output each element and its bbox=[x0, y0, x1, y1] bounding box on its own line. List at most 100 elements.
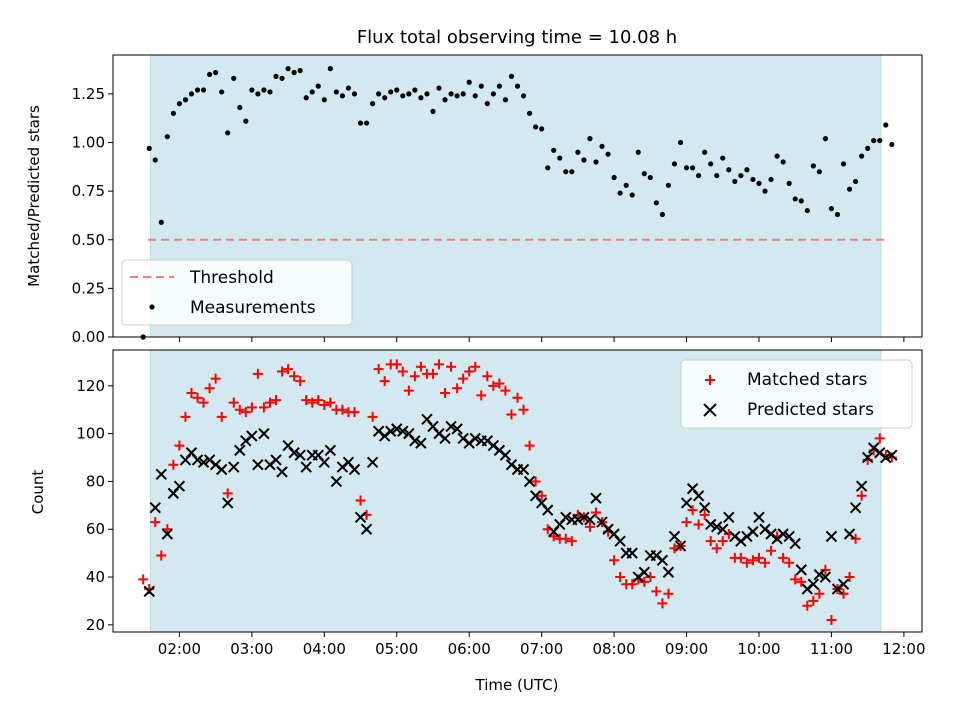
matched-star-point bbox=[222, 488, 233, 499]
measurement-point bbox=[321, 97, 327, 103]
measurement-point bbox=[357, 120, 364, 126]
predicted-star-point bbox=[143, 585, 155, 598]
matched-star-point bbox=[760, 557, 771, 568]
measurement-point bbox=[665, 182, 672, 188]
measurement-point bbox=[285, 66, 291, 72]
measurement-point bbox=[575, 149, 581, 155]
measurement-point bbox=[792, 196, 798, 202]
measurement-point bbox=[587, 136, 593, 142]
matched-star-point bbox=[705, 536, 716, 547]
measurement-point bbox=[786, 180, 792, 186]
matched-star-point bbox=[355, 495, 366, 506]
measurement-point bbox=[182, 97, 189, 103]
matched-star-point bbox=[826, 615, 837, 626]
measurement-point bbox=[309, 89, 315, 95]
matched-star-point bbox=[240, 407, 251, 418]
matched-star-point bbox=[488, 380, 499, 391]
measurement-point bbox=[345, 85, 352, 91]
measurement-point bbox=[762, 188, 768, 194]
matched-star-point bbox=[494, 378, 505, 389]
measurement-point bbox=[194, 87, 201, 93]
measurement-point bbox=[569, 169, 575, 175]
matched-star-point bbox=[204, 383, 215, 394]
measurement-point bbox=[726, 167, 732, 173]
matched-star-point bbox=[313, 395, 324, 406]
measurement-point bbox=[291, 69, 297, 76]
matched-star-point bbox=[150, 517, 161, 528]
matched-star-point bbox=[458, 373, 469, 384]
matched-star-point bbox=[711, 543, 722, 554]
measurement-point bbox=[798, 198, 804, 204]
matched-star-point bbox=[814, 588, 825, 599]
legend-predicted-swatch bbox=[703, 403, 717, 417]
matched-star-point bbox=[216, 411, 227, 422]
predicted-star-point bbox=[837, 578, 850, 590]
predicted-star-point bbox=[723, 511, 735, 523]
predicted-star-point bbox=[258, 427, 270, 440]
measurement-point bbox=[508, 73, 515, 79]
measurement-point bbox=[394, 87, 400, 93]
predicted-star-point bbox=[397, 425, 409, 437]
measurement-point bbox=[297, 67, 303, 74]
matched-star-point bbox=[651, 586, 662, 597]
bottom-legend: Matched stars Predicted stars bbox=[680, 359, 913, 429]
measurement-point bbox=[750, 176, 756, 183]
predicted-star-point bbox=[348, 463, 361, 476]
predicted-star-point bbox=[523, 475, 536, 488]
predicted-star-point bbox=[638, 566, 650, 578]
predicted-star-point bbox=[252, 459, 264, 471]
predicted-star-point bbox=[517, 463, 530, 476]
matched-star-point bbox=[717, 536, 728, 547]
predicted-star-point bbox=[149, 502, 161, 514]
measurement-point bbox=[514, 83, 521, 89]
matched-star-point bbox=[681, 517, 692, 528]
top-y-tick-label: 0.75 bbox=[72, 182, 105, 200]
measurement-point bbox=[563, 169, 569, 175]
x-tick-label: 08:00 bbox=[592, 640, 635, 658]
matched-star-point bbox=[802, 600, 813, 611]
matched-star-point bbox=[766, 545, 777, 556]
measurement-point bbox=[363, 120, 370, 126]
measurement-point bbox=[689, 165, 696, 171]
predicted-star-point bbox=[753, 511, 765, 523]
x-tick-label: 12:00 bbox=[882, 640, 925, 658]
x-tick-label: 11:00 bbox=[810, 640, 853, 658]
matched-star-point bbox=[790, 574, 801, 585]
measurement-point bbox=[702, 149, 708, 155]
measurement-point bbox=[472, 93, 478, 99]
predicted-star-point bbox=[584, 513, 596, 526]
matched-star-point bbox=[289, 371, 300, 382]
measurement-point bbox=[804, 207, 810, 214]
chart-title: Flux total observing time = 10.08 h bbox=[357, 27, 677, 48]
matched-star-point bbox=[699, 509, 710, 520]
matched-star-point bbox=[234, 404, 245, 415]
x-tick-label: 10:00 bbox=[737, 640, 780, 658]
predicted-star-point bbox=[578, 511, 590, 523]
measurement-point bbox=[744, 167, 750, 173]
measurement-point bbox=[581, 157, 587, 163]
predicted-star-point bbox=[698, 502, 711, 514]
measurement-point bbox=[412, 87, 418, 93]
predicted-star-point bbox=[849, 502, 862, 514]
measurement-point bbox=[484, 101, 490, 107]
matched-star-point bbox=[741, 557, 752, 568]
legend-predicted-label: Predicted stars bbox=[747, 400, 874, 420]
predicted-star-point bbox=[385, 425, 397, 437]
predicted-star-point bbox=[191, 454, 204, 466]
top-y-tick-label: 1.25 bbox=[72, 85, 105, 103]
bottom-axes-frame bbox=[112, 349, 923, 633]
bottom-y-tick-label: 40 bbox=[86, 568, 105, 586]
matched-star-point bbox=[735, 552, 746, 563]
measurement-point bbox=[406, 91, 412, 97]
matched-star-point bbox=[506, 409, 517, 420]
predicted-star-point bbox=[276, 466, 288, 478]
predicted-star-point bbox=[366, 456, 379, 469]
matched-star-point bbox=[500, 385, 511, 396]
measurement-point bbox=[436, 85, 442, 91]
matched-star-point bbox=[228, 397, 239, 408]
measurement-point bbox=[526, 110, 533, 116]
measurement-point bbox=[490, 91, 496, 97]
measurement-point bbox=[478, 83, 484, 89]
matched-star-point bbox=[403, 385, 414, 396]
predicted-star-point bbox=[614, 535, 626, 547]
